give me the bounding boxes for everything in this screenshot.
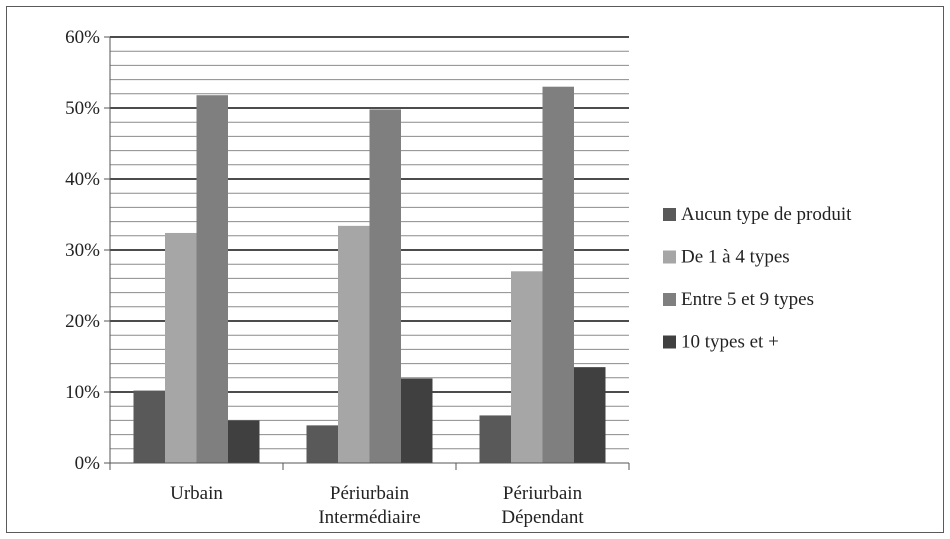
bar xyxy=(228,420,260,463)
bar xyxy=(401,378,433,463)
y-tick-label: 50% xyxy=(65,98,100,119)
y-tick-label: 40% xyxy=(65,169,100,190)
y-tick-label: 30% xyxy=(65,240,100,261)
category-label-line: Périurbain xyxy=(330,483,410,504)
bar-chart: 0% 10% 20% 30% 40% 50% 60% Urbain Périurbain Inte… xyxy=(65,27,852,528)
bar xyxy=(511,271,543,463)
category-label: Périurbain Dépendant xyxy=(501,483,584,528)
category-label: Urbain xyxy=(170,483,223,504)
bar xyxy=(369,109,401,464)
bar xyxy=(133,390,165,463)
bar xyxy=(165,232,197,463)
chart-frame: 0% 10% 20% 30% 40% 50% 60% Urbain Périurbain Inte… xyxy=(6,6,944,533)
legend-label: 10 types et + xyxy=(681,332,779,353)
category-label-line: Périurbain xyxy=(503,483,583,504)
bar xyxy=(196,95,228,463)
category-label-line: Dépendant xyxy=(501,507,584,528)
legend-swatch xyxy=(663,335,676,349)
bar xyxy=(338,225,370,463)
legend-label: Aucun type de produit xyxy=(681,204,852,225)
legend-swatch xyxy=(663,208,676,221)
legend-swatch xyxy=(663,293,676,306)
category-label-line: Urbain xyxy=(170,483,223,504)
bar xyxy=(479,415,511,463)
legend-label: De 1 à 4 types xyxy=(681,247,790,268)
category-label-line: Intermédiaire xyxy=(318,507,420,528)
category-label: Périurbain Intermédiaire xyxy=(318,483,420,528)
legend-label: Entre 5 et 9 types xyxy=(681,289,814,310)
legend-swatch xyxy=(663,250,676,264)
y-tick-label: 20% xyxy=(65,311,100,332)
bar xyxy=(542,86,574,463)
y-tick-label: 10% xyxy=(65,382,100,403)
y-tick-label: 0% xyxy=(75,453,101,474)
y-tick-label: 60% xyxy=(65,27,100,48)
bar xyxy=(574,367,606,463)
bar xyxy=(306,425,338,463)
